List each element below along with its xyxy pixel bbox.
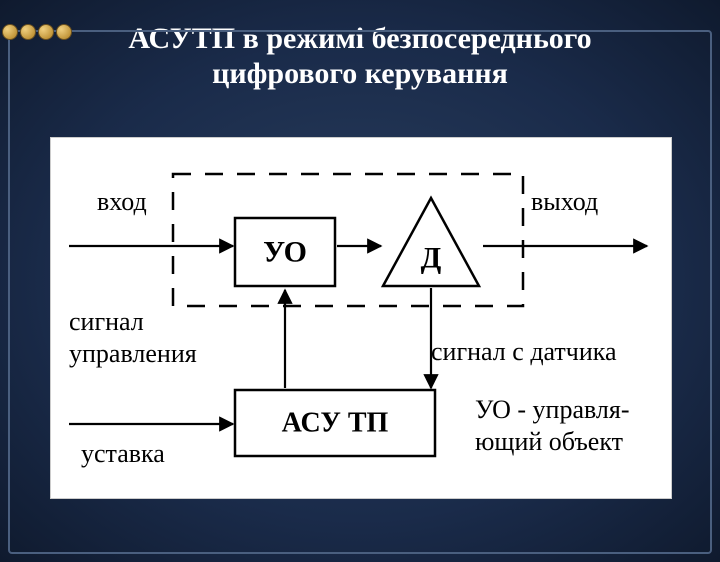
- label-leg1: УО - управля-: [475, 395, 630, 424]
- diagram-panel: УО Д АСУ ТП вход выход сигнал управления сигнал…: [50, 137, 672, 499]
- label-sens: сигнал с датчика: [431, 337, 617, 366]
- label-out: выход: [531, 187, 598, 216]
- label-setp: уставка: [81, 439, 165, 468]
- label-ctrl2: управления: [69, 339, 197, 368]
- label-leg2: ющий объект: [475, 427, 623, 456]
- node-label-asutp: АСУ ТП: [282, 408, 389, 439]
- flowchart-svg: УО Д АСУ ТП вход выход сигнал управления сигнал…: [51, 138, 671, 498]
- corner-ornament: [2, 24, 72, 40]
- node-label-d: Д: [421, 241, 442, 274]
- label-in: вход: [97, 187, 147, 216]
- node-label-uo: УО: [263, 236, 307, 269]
- label-ctrl1: сигнал: [69, 307, 144, 336]
